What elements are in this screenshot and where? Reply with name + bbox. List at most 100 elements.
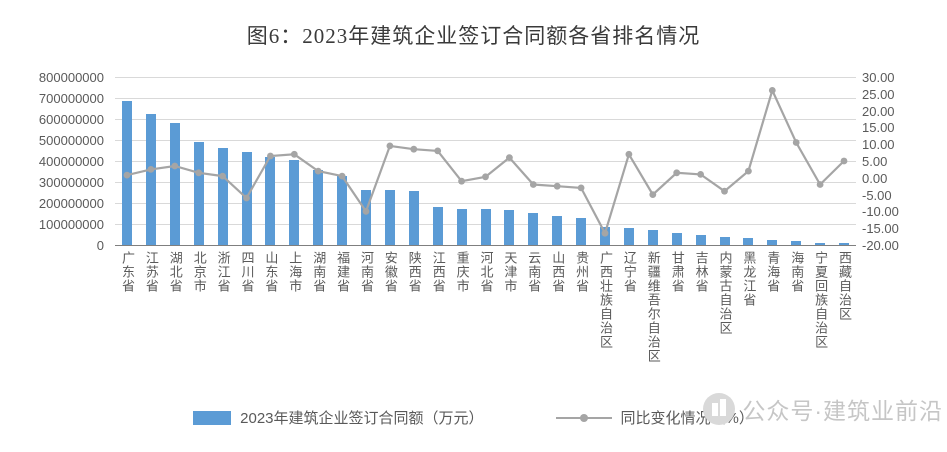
line-marker xyxy=(649,191,657,198)
bar xyxy=(408,191,419,245)
bar xyxy=(480,209,491,245)
gridline xyxy=(115,182,856,183)
line-marker xyxy=(721,187,728,195)
x-axis-category-label: 辽宁省 xyxy=(621,251,637,293)
y-left-tick-label: 100000000 xyxy=(38,217,104,232)
bar xyxy=(384,190,395,245)
line-marker xyxy=(290,150,298,158)
y-right-tick-label: 25.00 xyxy=(862,86,895,102)
line-marker xyxy=(314,167,322,175)
x-axis-category-label: 山西省 xyxy=(550,251,566,293)
bar xyxy=(719,236,730,245)
bar xyxy=(623,227,634,245)
x-axis-category-label: 湖北省 xyxy=(167,251,183,293)
y-right-tick-label: -15.00 xyxy=(862,221,899,237)
line-series xyxy=(123,87,848,237)
chart-title: 图6：2023年建筑企业签订合同额各省排名情况 xyxy=(246,24,701,48)
line-marker xyxy=(458,177,465,185)
y-right-tick-label: 15.00 xyxy=(862,120,895,136)
y-axis-left: 800000000 700000000 600000000 500000000 4000… xyxy=(0,70,108,253)
x-axis-category-label: 河南省 xyxy=(359,251,374,293)
y-left-tick-label: 300000000 xyxy=(38,175,104,190)
line-marker xyxy=(553,182,561,190)
y-left-tick-label: 800000000 xyxy=(38,70,104,85)
bar xyxy=(432,206,443,245)
line-marker xyxy=(482,173,489,181)
x-axis-category-label: 吉林省 xyxy=(693,251,709,293)
line-marker xyxy=(171,162,179,170)
gridline xyxy=(115,161,856,162)
y-right-tick-label: -20.00 xyxy=(862,238,899,253)
line-series-swatch xyxy=(555,413,612,423)
bar xyxy=(169,122,180,245)
line-marker xyxy=(362,208,370,215)
bar xyxy=(839,243,849,245)
x-axis-category-label: 福建省 xyxy=(335,251,351,293)
x-axis-category-label: 广西壮族自治区 xyxy=(598,251,613,349)
bar xyxy=(313,170,324,245)
line-marker xyxy=(601,229,609,237)
line-marker xyxy=(577,184,585,192)
legend-line-label: 同比变化情况（%） xyxy=(620,410,754,427)
gridline xyxy=(115,119,856,120)
y-axis-right: 30.00 25.00 20.00 15.00 10.00 5.00 0.00 -5.00 -1… xyxy=(862,70,942,253)
y-left-tick-label: 0 xyxy=(96,238,104,253)
legend-item-line-series: 同比变化情况（%） xyxy=(555,407,754,428)
y-left-tick-label: 200000000 xyxy=(38,196,104,211)
y-right-tick-label: -5.00 xyxy=(862,187,892,203)
legend: 2023年建筑企业签订合同额（万元） 同比变化情况（%） xyxy=(0,407,947,428)
x-axis-category-label: 江苏省 xyxy=(143,251,159,293)
line-marker xyxy=(625,150,633,158)
x-axis-category-label: 安徽省 xyxy=(382,251,398,293)
gridline xyxy=(115,98,856,99)
x-axis-category-label: 青海省 xyxy=(765,251,781,293)
x-axis-category-label: 山东省 xyxy=(263,251,279,293)
line-marker xyxy=(195,169,203,177)
x-axis-category-label: 四川省 xyxy=(239,251,255,293)
y-right-tick-label: 5.00 xyxy=(862,154,888,169)
line-marker xyxy=(147,166,155,173)
line-marker xyxy=(410,145,418,153)
y-left-tick-label: 500000000 xyxy=(38,133,104,148)
line-marker xyxy=(434,147,442,155)
bar xyxy=(361,189,371,245)
bar xyxy=(265,156,276,245)
line-marker xyxy=(697,171,704,178)
y-right-tick-label: 10.00 xyxy=(862,137,895,153)
y-right-tick-label: 0.00 xyxy=(862,170,888,186)
line-marker xyxy=(673,169,681,177)
line-marker xyxy=(267,152,274,160)
bar xyxy=(193,142,204,245)
x-axis-category-label: 重庆市 xyxy=(454,251,470,293)
x-axis-category-label: 浙江省 xyxy=(215,251,231,293)
line-path xyxy=(126,87,845,237)
bar xyxy=(289,160,300,245)
line-swatch-marker xyxy=(579,413,588,422)
bar xyxy=(576,217,587,245)
line-marker xyxy=(745,167,752,175)
x-axis-category-label: 甘肃省 xyxy=(669,251,685,293)
x-axis-category-label: 西藏自治区 xyxy=(837,251,852,321)
x-axis-category-label: 云南省 xyxy=(526,251,542,293)
x-axis-category-label: 海南省 xyxy=(789,251,805,293)
line-marker xyxy=(529,181,537,188)
bar xyxy=(815,242,826,245)
line-marker xyxy=(338,172,346,180)
bar xyxy=(791,241,802,245)
y-left-tick-label: 400000000 xyxy=(38,154,104,169)
gridline xyxy=(115,140,856,141)
line-marker xyxy=(219,172,226,180)
line-marker xyxy=(768,87,776,94)
y-left-tick-label: 700000000 xyxy=(38,91,104,106)
x-axis-category-label: 贵州省 xyxy=(574,251,590,293)
gridline xyxy=(115,77,856,78)
x-axis-category-label: 江西省 xyxy=(430,251,446,293)
x-axis-line xyxy=(115,245,856,246)
legend-item-bar-series: 2023年建筑企业签订合同额（万元） xyxy=(193,407,484,428)
legend-bar-label: 2023年建筑企业签订合同额（万元） xyxy=(240,410,484,427)
x-axis-category-label: 河北省 xyxy=(478,251,494,293)
bar xyxy=(337,175,348,245)
bar xyxy=(504,209,515,245)
bar xyxy=(456,208,467,245)
